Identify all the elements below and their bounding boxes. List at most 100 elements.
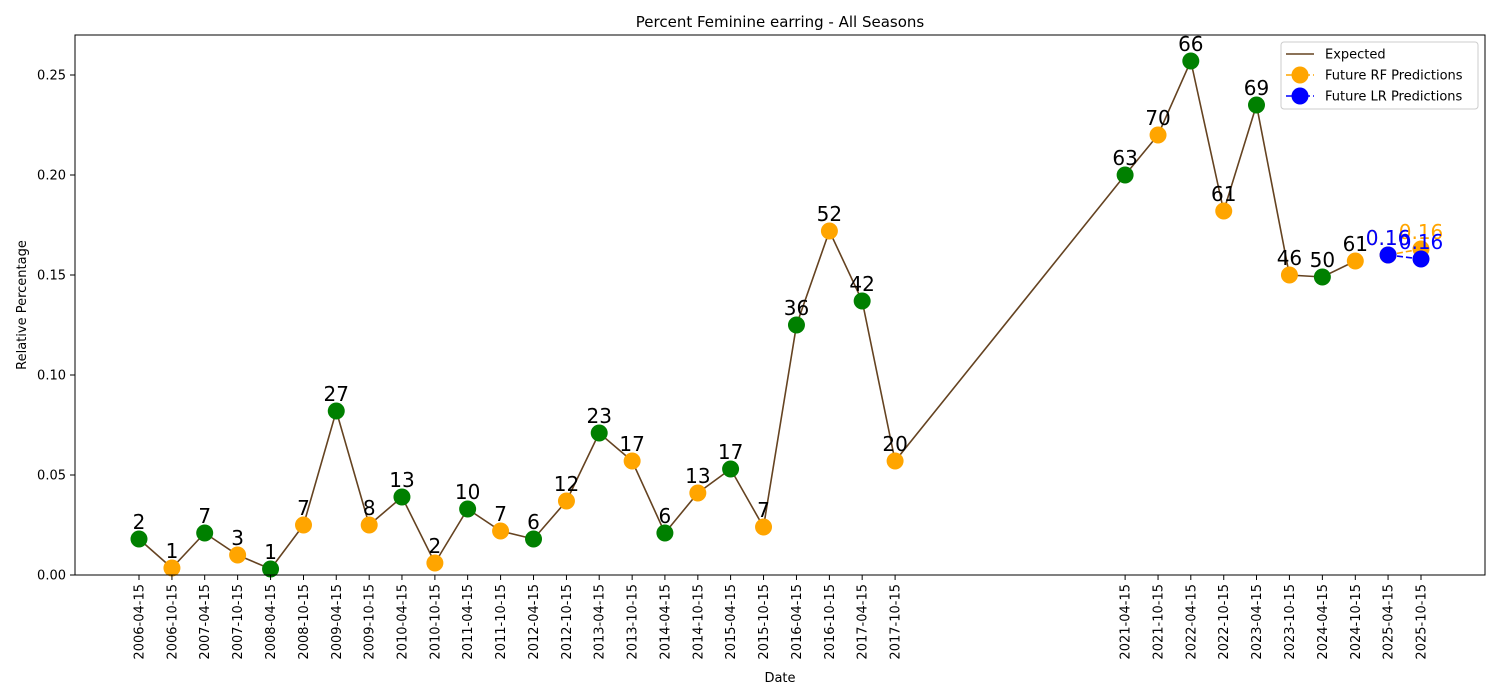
- y-tick-label: 0.05: [37, 469, 66, 484]
- x-tick-label: 2013-04-15: [593, 584, 608, 660]
- expected-point: [459, 500, 477, 518]
- expected-point: [426, 554, 444, 572]
- x-tick-label: 2007-04-15: [198, 584, 213, 660]
- expected-line: [138, 58, 1356, 570]
- expected-point-label: 17: [718, 440, 743, 464]
- expected-point-label: 42: [849, 272, 874, 296]
- expected-point: [656, 524, 674, 542]
- x-tick-label: 2021-10-15: [1152, 584, 1167, 660]
- expected-point-label: 66: [1178, 32, 1203, 56]
- rf-prediction-label: 0.16: [1366, 226, 1411, 250]
- lr-prediction-label: 0.16: [1399, 230, 1444, 254]
- expected-point: [689, 484, 707, 502]
- x-tick-label: 2023-10-15: [1283, 584, 1298, 660]
- expected-point: [623, 452, 641, 470]
- expected-point: [1149, 126, 1167, 144]
- lr-prediction-label: 0.16: [1366, 226, 1411, 250]
- x-tick-label: 2025-10-15: [1415, 584, 1430, 660]
- x-tick-label: 2022-10-15: [1217, 584, 1232, 660]
- y-tick-label: 0.10: [37, 369, 66, 384]
- expected-point-label: 46: [1277, 246, 1302, 270]
- expected-point: [853, 292, 871, 310]
- expected-point: [360, 516, 378, 534]
- x-tick-label: 2015-10-15: [757, 584, 772, 660]
- expected-point-label: 61: [1343, 232, 1368, 256]
- expected-point-label: 69: [1244, 76, 1269, 100]
- x-tick-label: 2015-04-15: [724, 584, 739, 660]
- x-tick-label: 2012-10-15: [560, 584, 575, 660]
- expected-point: [1313, 268, 1331, 286]
- x-tick-label: 2022-04-15: [1184, 584, 1199, 660]
- expected-point: [755, 518, 773, 536]
- x-tick-label: 2010-04-15: [395, 584, 410, 660]
- rf-prediction-label: 0.16: [1399, 220, 1444, 244]
- expected-point-label: 7: [494, 502, 507, 526]
- expected-point-label: 1: [264, 540, 277, 564]
- expected-point: [1280, 266, 1298, 284]
- legend-marker-swatch: [1291, 87, 1309, 105]
- expected-point: [327, 402, 345, 420]
- expected-point-label: 8: [363, 496, 376, 520]
- expected-point: [787, 316, 805, 334]
- chart-title: Percent Feminine earring - All Seasons: [636, 13, 925, 31]
- expected-point-label: 17: [619, 432, 644, 456]
- expected-point: [130, 530, 148, 548]
- expected-point-label: 6: [659, 504, 672, 528]
- x-tick-label: 2024-04-15: [1316, 584, 1331, 660]
- legend: Expected Future RF Predictions Future LR P…: [1280, 41, 1479, 110]
- expected-point-label: 3: [231, 526, 244, 550]
- expected-point-label: 10: [455, 480, 480, 504]
- expected-point: [886, 452, 904, 470]
- expected-point-label: 7: [297, 496, 310, 520]
- y-axis-title: Relative Percentage: [15, 240, 30, 370]
- expected-point: [1182, 52, 1200, 70]
- y-tick-label: 0.20: [37, 169, 66, 184]
- x-tick-label: 2006-04-15: [133, 584, 148, 660]
- x-tick-label: 2016-04-15: [790, 584, 805, 660]
- x-tick-label: 2013-10-15: [626, 584, 641, 660]
- expected-point-label: 13: [389, 468, 414, 492]
- expected-point-label: 7: [198, 504, 211, 528]
- expected-point: [1215, 202, 1233, 220]
- lr-prediction-point: [1379, 246, 1397, 264]
- expected-point: [722, 460, 740, 478]
- expected-point: [262, 560, 280, 578]
- x-tick-label: 2008-10-15: [297, 584, 312, 660]
- x-axis-ticks: 2006-04-15 2006-10-15 2007-04-15 2007-10-15…: [133, 575, 1430, 660]
- expected-point-label: 13: [685, 464, 710, 488]
- series-lines: [138, 58, 1422, 570]
- legend-label: Expected: [1325, 48, 1386, 63]
- y-tick-label: 0.15: [37, 269, 66, 284]
- x-tick-label: 2024-10-15: [1349, 584, 1364, 660]
- expected-point: [1346, 252, 1364, 270]
- x-tick-label: 2014-04-15: [658, 584, 673, 660]
- x-tick-label: 2017-10-15: [889, 584, 904, 660]
- x-tick-label: 2009-04-15: [330, 584, 345, 660]
- x-tick-label: 2011-04-15: [461, 584, 476, 660]
- x-tick-label: 2014-10-15: [691, 584, 706, 660]
- x-axis-title: Date: [764, 671, 795, 686]
- expected-point: [492, 522, 510, 540]
- x-tick-label: 2007-10-15: [231, 584, 246, 660]
- x-tick-label: 2006-10-15: [165, 584, 180, 660]
- x-tick-label: 2021-04-15: [1119, 584, 1134, 660]
- expected-point: [590, 424, 608, 442]
- y-tick-label: 0.00: [37, 569, 66, 584]
- expected-point: [1247, 96, 1265, 114]
- legend-marker-swatch: [1291, 66, 1309, 84]
- expected-point-label: 1: [166, 539, 179, 563]
- expected-point: [196, 524, 214, 542]
- lr-prediction-point: [1412, 250, 1430, 268]
- expected-point-label: 70: [1145, 106, 1170, 130]
- expected-point: [393, 488, 411, 506]
- expected-point-label: 6: [527, 510, 540, 534]
- x-tick-label: 2012-04-15: [527, 584, 542, 660]
- x-tick-label: 2023-04-15: [1250, 584, 1265, 660]
- x-tick-label: 2017-04-15: [856, 584, 871, 660]
- expected-point-label: 52: [817, 202, 842, 226]
- x-tick-label: 2008-04-15: [264, 584, 279, 660]
- expected-point: [295, 516, 313, 534]
- expected-point-label: 7: [757, 498, 770, 522]
